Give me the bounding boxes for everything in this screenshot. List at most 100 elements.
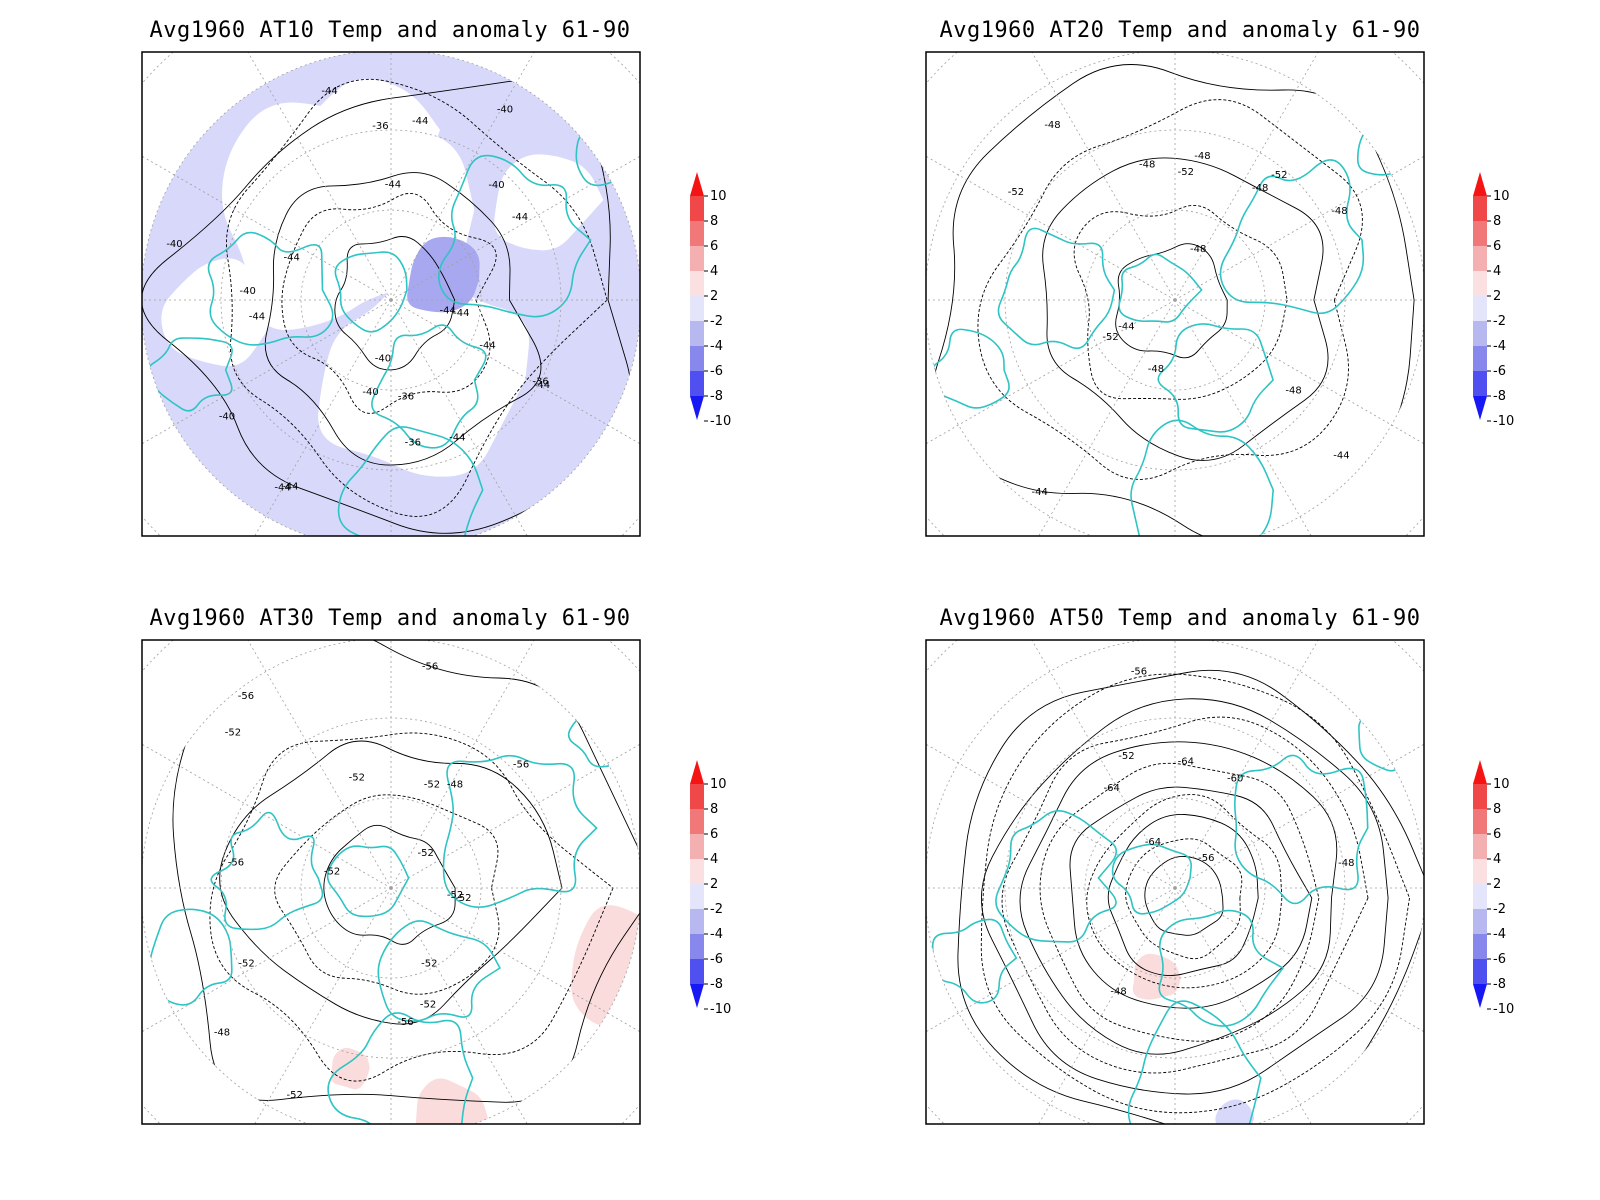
colorbar-label: -8 [1493, 389, 1506, 404]
contour-label: -52 [418, 848, 434, 859]
colorbar-label: -4 [1493, 339, 1506, 354]
longitude-line [390, 299, 528, 536]
colorbar-segment [1473, 784, 1487, 809]
polar-map: -56 -48 -48 -52 -56 -60 -64 -64 -64 10 8 6 4 2 -2 -4 -6 -… [925, 639, 1514, 1125]
colorbar-label: -4 [710, 927, 723, 942]
africa-coast [337, 426, 484, 536]
colorbar-label: -6 [1493, 952, 1506, 967]
contour-label: -52 [1102, 332, 1118, 343]
colorbar-label: -2 [710, 314, 723, 329]
colorbar-label: 10 [1493, 189, 1510, 204]
colorbar: 10 8 6 4 2 -2 -4 -6 -8 -10 [690, 172, 731, 429]
longitude-line [926, 743, 1176, 889]
colorbar-label: 4 [710, 264, 718, 279]
contour-label: -44 [321, 86, 337, 97]
colorbar-label: 6 [710, 239, 718, 254]
colorbar-segment [1473, 909, 1487, 934]
neutral-region [494, 154, 604, 251]
colorbar-label: -2 [710, 902, 723, 917]
anomaly-shading [1215, 1099, 1255, 1124]
contour-label: -64 [1178, 756, 1194, 767]
map-panel-at30: Avg1960 AT30 Temp and anomaly 61-90 -56-… [0, 588, 800, 1188]
colorbar-segment [690, 959, 704, 984]
longitude-line [926, 299, 1176, 445]
colorbar-arrow-top [1473, 760, 1487, 784]
colorbar-label: -8 [1493, 977, 1506, 992]
contour-label: -52 [420, 1000, 436, 1011]
colorbar-segment [690, 834, 704, 859]
colorbar-segment [1473, 246, 1487, 271]
contour-label: -44 [534, 380, 550, 391]
contour-label: -48 [1331, 206, 1347, 217]
colorbar-label: 2 [710, 289, 718, 304]
colorbar-label: 10 [710, 189, 727, 204]
map-disc: -56-56-56-52-56-48-52-52-52-52-48-52-52-… [147, 640, 640, 1124]
colorbar-label: 8 [1493, 802, 1501, 817]
contour-label: -44 [1118, 321, 1134, 332]
contour-line [981, 698, 1389, 1095]
contour-line [264, 172, 542, 466]
panel-title: Avg1960 AT10 Temp and anomaly 61-90 [149, 18, 631, 43]
contour-label: -64 [1104, 783, 1120, 794]
contour-line [1019, 741, 1338, 1055]
contour-label: -44 [284, 253, 300, 264]
longitude-line [247, 640, 392, 889]
colorbar-label: 2 [1493, 877, 1501, 892]
colorbar-segment [1473, 884, 1487, 909]
colorbar-label: 6 [1493, 827, 1501, 842]
africa-coast [1130, 419, 1275, 536]
contour-label: -40 [219, 411, 235, 422]
colorbar-segment [690, 321, 704, 346]
contour-line [931, 64, 1415, 536]
colorbar-segment [690, 371, 704, 396]
contour-label: -56 [1198, 853, 1214, 864]
longitude-line [247, 52, 392, 301]
north-america-coast [997, 227, 1116, 350]
contour-label: -44 [385, 180, 401, 191]
contour-line [980, 673, 1410, 1114]
asia-coast [1219, 159, 1365, 315]
colorbar-label: 2 [710, 877, 718, 892]
longitude-line [926, 155, 1176, 301]
longitude-line [390, 155, 640, 301]
contour-label: -36 [398, 391, 414, 402]
contour-label: -40 [375, 353, 391, 364]
colorbar-segment [1473, 271, 1487, 296]
longitude-line [142, 155, 392, 301]
contour-label: -36 [405, 438, 421, 449]
longitude-line [1031, 52, 1176, 301]
europe-coast [371, 324, 487, 449]
contour-label: -48 [1110, 987, 1126, 998]
colorbar-segment [690, 246, 704, 271]
map-disc: -48-48-44-44-44-48-48-52-52-48-48-52 -52-… [926, 64, 1422, 536]
contour-label: -48 [1285, 386, 1301, 397]
colorbar-label: -6 [710, 364, 723, 379]
map-frame [141, 51, 641, 537]
colorbar-segment [1473, 346, 1487, 371]
map-panel-at10: Avg1960 AT10 Temp and anomaly 61-90 -44 -… [0, 0, 800, 600]
contour-line [1069, 786, 1313, 1009]
colorbar-segment [1473, 959, 1487, 984]
contour-label: -56 [1131, 666, 1147, 677]
longitude-line [390, 887, 640, 1033]
pacific-islands-coast [1356, 114, 1422, 176]
contour-line [1144, 855, 1224, 936]
contour-line [1115, 243, 1228, 359]
longitude-line [1174, 887, 1312, 1124]
contour-label: -52 [1178, 167, 1194, 178]
colorbar: 10 8 6 4 2 -2 -4 -6 -8 -10 [690, 760, 731, 1017]
europe-coast [1157, 323, 1275, 433]
colorbar-label: -8 [710, 977, 723, 992]
colorbar-segment [1473, 859, 1487, 884]
central-america-coast [929, 328, 1010, 409]
coastlines [147, 710, 633, 1124]
contour-label: -52 [1008, 187, 1024, 198]
colorbar-label: 4 [710, 852, 718, 867]
longitude-line [1174, 640, 1319, 889]
map-frame [141, 639, 641, 1125]
contour-line [1001, 716, 1369, 1074]
central-america-coast [931, 918, 1018, 1004]
colorbar-segment [690, 784, 704, 809]
greenland-coast [1111, 843, 1192, 915]
contour-line [274, 794, 500, 995]
